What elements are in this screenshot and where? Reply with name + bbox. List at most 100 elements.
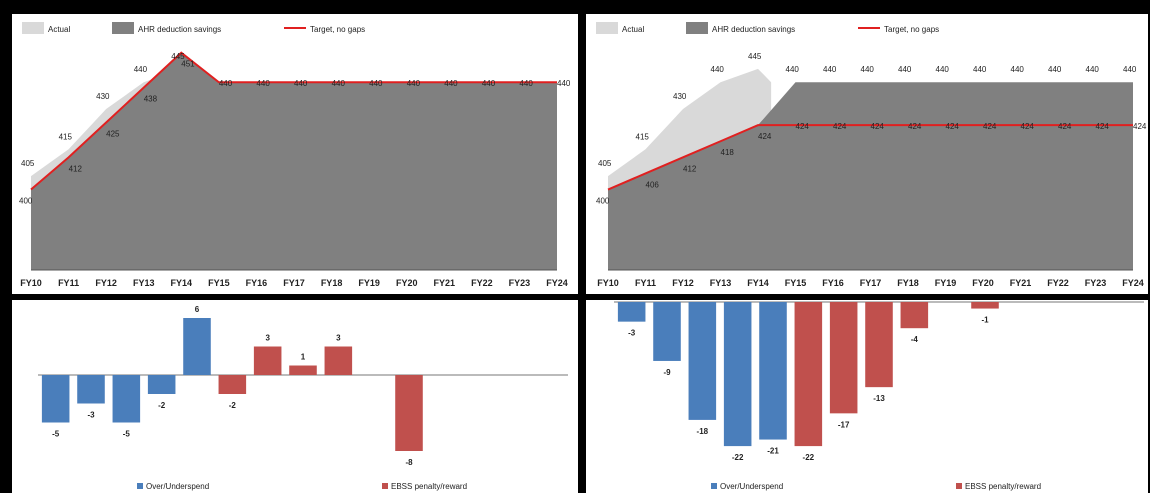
data-label: 430 [96, 92, 110, 101]
area-chart-right: Actual AHR deduction savings Target, no ga… [586, 14, 1148, 294]
data-label: 405 [21, 159, 35, 168]
x-tick-label: FY13 [710, 278, 732, 288]
x-tick-label: FY22 [471, 278, 493, 288]
legend-swatch [22, 22, 44, 34]
x-tick-label: FY10 [20, 278, 42, 288]
data-label: 424 [871, 122, 885, 131]
x-tick-label: FY12 [672, 278, 694, 288]
x-tick-label: FY11 [58, 278, 79, 288]
area-chart-left: Actual AHR deduction savings Target, no ga… [12, 14, 578, 294]
data-label: -22 [803, 453, 815, 462]
data-label: 400 [596, 197, 610, 206]
data-label: 440 [444, 79, 458, 88]
data-label: 415 [59, 132, 73, 141]
data-label: -2 [229, 401, 237, 410]
data-label: 424 [983, 122, 997, 131]
bar-chart-right: -3 -9 -18 -22 -21 -22 -17 -13 -4 -1 Over/Underspen… [586, 300, 1148, 493]
x-tick-label: FY15 [208, 278, 230, 288]
bar-chart-left: -5 -3 -5 -2 6 -2 3 1 3 -8 Over/Underspend EBSS pena… [12, 300, 578, 493]
data-label: 440 [369, 79, 383, 88]
legend-label: EBSS penalty/reward [965, 482, 1041, 491]
x-tick-label: FY17 [283, 278, 305, 288]
data-label: 400 [19, 197, 33, 206]
x-tick-label: FY21 [434, 278, 456, 288]
bar-overspend [147, 375, 176, 394]
data-label: -3 [87, 411, 95, 420]
legend-swatch [711, 483, 717, 489]
data-label: 440 [1123, 65, 1137, 74]
data-label: 440 [1011, 65, 1025, 74]
data-label: 440 [557, 79, 571, 88]
data-label: 440 [332, 79, 346, 88]
data-label: -13 [873, 394, 885, 403]
bar-chart-right-svg: -3 -9 -18 -22 -21 -22 -17 -13 -4 -1 Over/Underspen… [614, 301, 1144, 491]
data-label: 3 [265, 334, 270, 343]
bar-chart-left-svg: -5 -3 -5 -2 6 -2 3 1 3 -8 Over/Underspend EBSS pena… [38, 305, 568, 491]
bar-overspend [617, 302, 646, 322]
data-label: 6 [195, 305, 200, 314]
data-label: -5 [123, 430, 131, 439]
legend-swatch [137, 483, 143, 489]
x-tick-label: FY19 [358, 278, 380, 288]
data-label: 406 [646, 180, 660, 189]
x-tick-label: FY20 [972, 278, 994, 288]
x-tick-label: FY22 [1047, 278, 1069, 288]
x-tick-label: FY23 [509, 278, 531, 288]
bar-ebss [395, 375, 423, 451]
data-label: 424 [758, 132, 772, 141]
data-label: 440 [823, 65, 837, 74]
bar-ebss [253, 346, 282, 375]
legend-label: Actual [48, 25, 70, 34]
data-label: 445 [748, 52, 762, 61]
bar-ebss [324, 346, 353, 375]
area-chart-left-svg: Actual AHR deduction savings Target, no ga… [19, 22, 571, 288]
data-label: 440 [1048, 65, 1062, 74]
data-label: -2 [158, 401, 166, 410]
legend-label: Actual [622, 25, 644, 34]
legend-label: Over/Underspend [720, 482, 783, 491]
data-label: 424 [833, 122, 847, 131]
x-tick-label: FY10 [597, 278, 619, 288]
target-line [607, 124, 1133, 191]
legend-swatch [382, 483, 388, 489]
data-label: 412 [683, 164, 697, 173]
data-label: 425 [106, 129, 120, 138]
data-label: -18 [697, 427, 709, 436]
x-tick-label: FY11 [635, 278, 656, 288]
bar-ebss [218, 375, 247, 394]
legend-swatch [596, 22, 618, 34]
data-label: 424 [946, 122, 960, 131]
bar-ebss [794, 302, 823, 447]
data-label: 3 [336, 334, 341, 343]
data-label: 451 [181, 60, 195, 69]
data-label: 438 [144, 95, 158, 104]
data-label: 440 [861, 65, 875, 74]
bar-ebss [829, 302, 858, 414]
bar-ebss [865, 302, 893, 388]
x-tick-label: FY23 [1085, 278, 1107, 288]
legend-label: Over/Underspend [146, 482, 209, 491]
data-label: 440 [482, 79, 496, 88]
data-label: -21 [767, 447, 779, 456]
bar-ebss [289, 365, 317, 375]
data-label: 440 [519, 79, 533, 88]
data-label: 440 [973, 65, 987, 74]
data-label: 430 [673, 92, 687, 101]
bar-ebss [971, 302, 999, 309]
bar-ebss [900, 302, 929, 329]
x-tick-label: FY21 [1010, 278, 1032, 288]
legend-swatch [112, 22, 134, 34]
x-tick-label: FY19 [935, 278, 957, 288]
legend-label: EBSS penalty/reward [391, 482, 467, 491]
data-label: 440 [898, 65, 912, 74]
bar-overspend [41, 375, 70, 423]
data-label: 445 [171, 52, 185, 61]
x-tick-label: FY13 [133, 278, 155, 288]
data-label: 440 [219, 79, 233, 88]
data-label: 440 [294, 79, 308, 88]
data-label: -5 [52, 430, 60, 439]
x-tick-label: FY17 [860, 278, 882, 288]
data-label: 440 [1086, 65, 1100, 74]
data-label: -8 [405, 458, 413, 467]
x-tick-label: FY16 [246, 278, 268, 288]
